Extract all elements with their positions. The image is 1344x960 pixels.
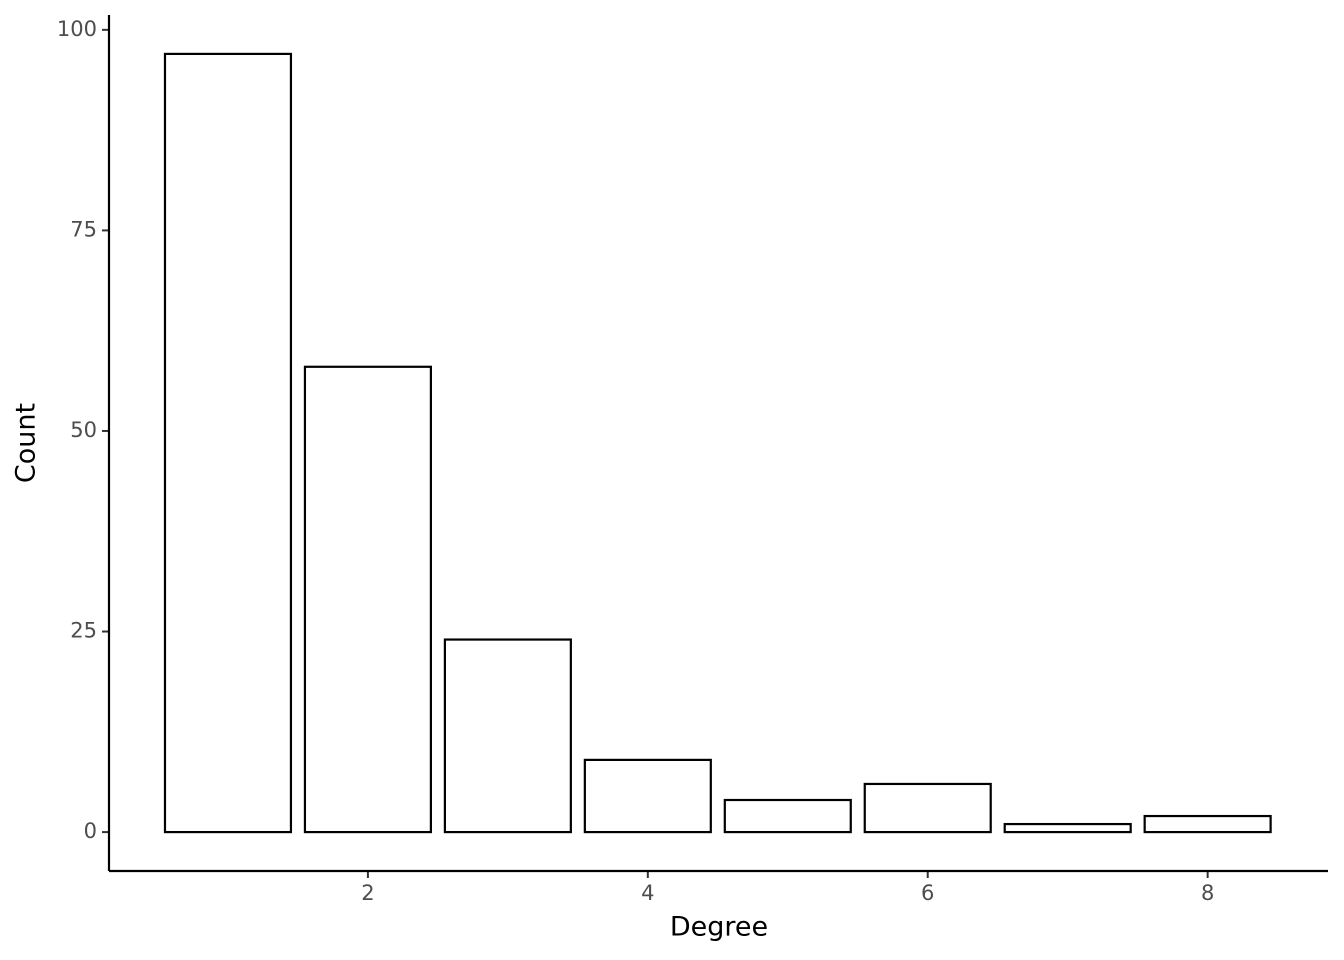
y-tick-label: 25 bbox=[70, 619, 97, 643]
x-tick-label: 4 bbox=[641, 881, 654, 905]
bar bbox=[1143, 814, 1272, 834]
x-axis-title: Degree bbox=[670, 912, 768, 943]
y-tick-label: 50 bbox=[70, 418, 97, 442]
bar bbox=[863, 782, 992, 834]
bar bbox=[583, 758, 712, 834]
x-tick-label: 8 bbox=[1201, 881, 1214, 905]
y-tick-label: 100 bbox=[57, 17, 97, 41]
bar bbox=[443, 638, 572, 834]
y-tick-label: 0 bbox=[84, 819, 97, 843]
y-axis-title: Count bbox=[11, 403, 42, 483]
x-tick-label: 6 bbox=[921, 881, 934, 905]
bar bbox=[163, 52, 293, 834]
y-tick-label: 75 bbox=[70, 217, 97, 241]
bar bbox=[303, 365, 432, 834]
bar bbox=[1003, 822, 1132, 834]
bar bbox=[723, 798, 852, 834]
x-tick-label: 2 bbox=[361, 881, 374, 905]
